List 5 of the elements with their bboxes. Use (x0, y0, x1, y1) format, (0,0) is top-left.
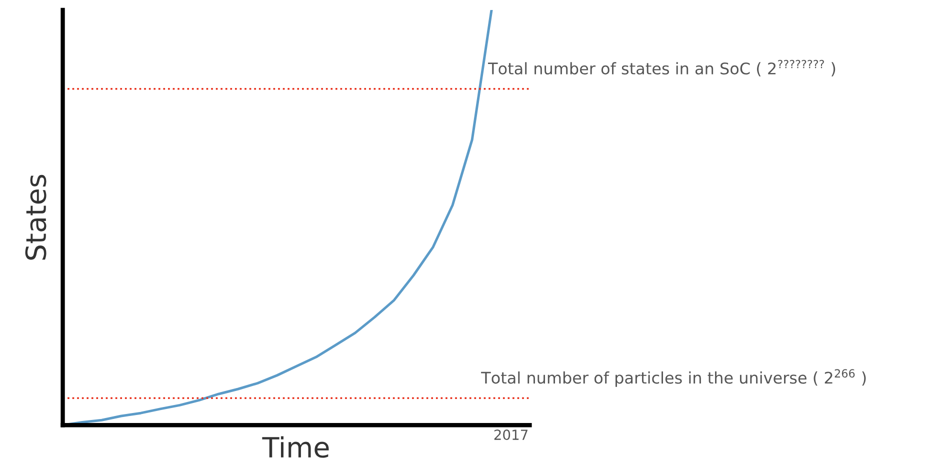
ref-line-label: Total number of states in an SoC ( 2$^{????????}$ ) (488, 60, 836, 76)
ref-line-label: Total number of particles in the universe ( 2$^{266}$ ) (481, 369, 866, 387)
y-axis-title: States (25, 174, 46, 260)
x-axis-title: Time (262, 436, 329, 458)
text: 2017 (494, 430, 528, 440)
